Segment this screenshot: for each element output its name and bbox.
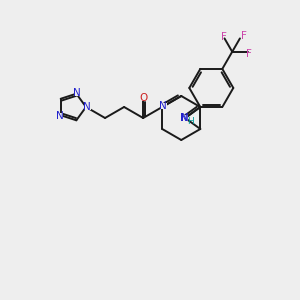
Text: N: N: [74, 88, 81, 98]
FancyBboxPatch shape: [180, 115, 187, 121]
Text: F: F: [220, 32, 226, 42]
FancyBboxPatch shape: [74, 90, 81, 96]
Text: O: O: [139, 93, 147, 103]
Text: F: F: [241, 32, 247, 41]
Text: N: N: [159, 101, 167, 111]
Text: F: F: [246, 49, 252, 59]
FancyBboxPatch shape: [181, 115, 188, 121]
FancyBboxPatch shape: [160, 103, 167, 109]
FancyBboxPatch shape: [140, 95, 147, 101]
Text: N: N: [56, 111, 64, 121]
FancyBboxPatch shape: [56, 113, 63, 119]
Text: H: H: [187, 117, 194, 126]
FancyBboxPatch shape: [83, 104, 91, 110]
Text: N: N: [180, 113, 188, 123]
Text: N: N: [181, 113, 188, 123]
Text: N: N: [83, 102, 91, 112]
